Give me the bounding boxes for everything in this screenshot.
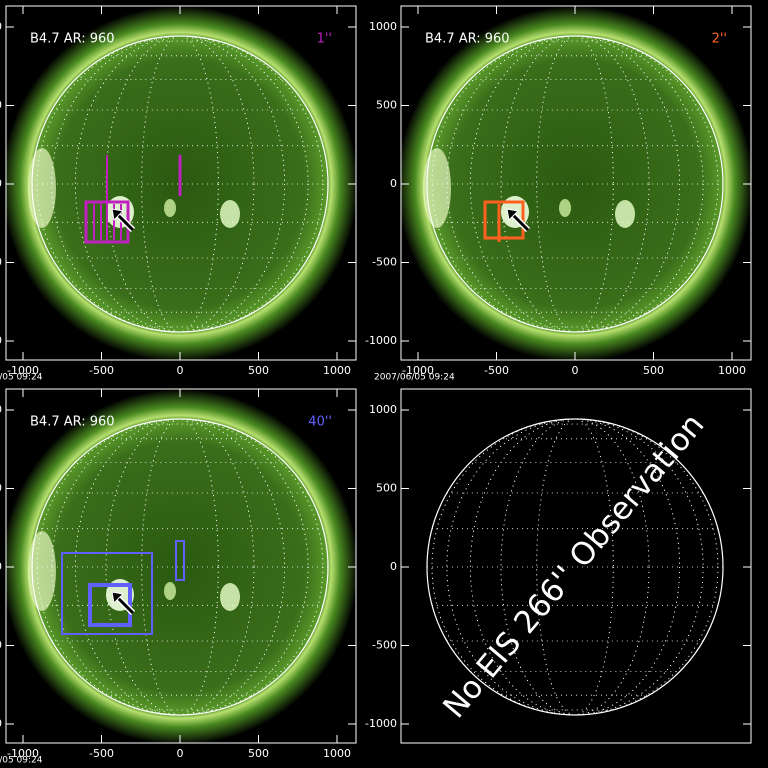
axes-frame xyxy=(400,5,752,361)
longitude-line xyxy=(431,35,719,333)
slit-width: 2'' xyxy=(712,32,727,47)
y-tick-label: -500 xyxy=(0,639,2,652)
active-region xyxy=(559,199,571,217)
longitude-line xyxy=(469,418,681,716)
longitude-line xyxy=(141,35,219,333)
x-tick-label: 500 xyxy=(248,747,269,760)
y-tick-label: -1000 xyxy=(0,717,2,730)
longitude-line xyxy=(36,418,324,716)
longitude-line xyxy=(74,35,286,333)
active-region xyxy=(220,583,240,611)
slit-box xyxy=(175,540,185,581)
longitude-line xyxy=(500,418,650,716)
axes-frame xyxy=(5,388,357,744)
y-tick-label: 1000 xyxy=(369,20,397,33)
longitude-line xyxy=(446,35,704,333)
x-tick-label: 1000 xyxy=(323,747,351,760)
panel-title: B4.7 AR: 960 xyxy=(30,415,115,430)
panel xyxy=(6,389,356,743)
axes-frame xyxy=(5,5,357,361)
longitude-line xyxy=(431,418,719,716)
longitude-line xyxy=(36,35,324,333)
x-tick-label: -500 xyxy=(89,364,114,377)
longitude-line xyxy=(51,35,309,333)
longitude-line xyxy=(446,418,704,716)
x-tick-label: -500 xyxy=(484,364,509,377)
sun-corona xyxy=(401,6,751,360)
longitude-line xyxy=(105,418,255,716)
sun-corona xyxy=(6,389,356,743)
x-tick-label: 0 xyxy=(177,747,184,760)
active-region xyxy=(220,200,240,228)
raster-box xyxy=(88,583,132,627)
y-tick-label: -500 xyxy=(372,256,397,269)
timestamp: 7/06/05 09:24 xyxy=(0,756,43,766)
longitude-line xyxy=(51,418,309,716)
x-tick-label: 500 xyxy=(643,364,664,377)
y-tick-label: 500 xyxy=(376,99,397,112)
y-tick-label: 1000 xyxy=(369,403,397,416)
pointer-arrowhead xyxy=(111,591,125,605)
y-tick-label: 500 xyxy=(0,99,2,112)
longitude-line xyxy=(536,35,614,333)
x-tick-label: 1000 xyxy=(323,364,351,377)
slit-width: 40'' xyxy=(308,415,332,430)
y-tick-label: 0 xyxy=(390,177,397,190)
timestamp: 2007/06/05 09:24 xyxy=(374,373,455,383)
limb-brightening xyxy=(423,148,451,228)
x-tick-label: 500 xyxy=(248,364,269,377)
longitude-line xyxy=(141,418,219,716)
x-tick-label: -1000 xyxy=(402,364,434,377)
x-tick-label: 1000 xyxy=(718,364,746,377)
panel xyxy=(401,6,751,360)
panel-title: B4.7 AR: 960 xyxy=(30,32,115,47)
active-region xyxy=(164,199,176,217)
active-region xyxy=(615,200,635,228)
panel-title: B4.7 AR: 960 xyxy=(425,32,510,47)
longitude-line xyxy=(469,35,681,333)
pointer-arrowhead xyxy=(111,208,125,222)
y-tick-label: 1000 xyxy=(0,20,2,33)
y-tick-label: -500 xyxy=(372,639,397,652)
y-tick-label: -1000 xyxy=(365,334,397,347)
pointer-arrowhead xyxy=(506,208,520,222)
raster-box xyxy=(483,200,525,240)
x-tick-label: -500 xyxy=(89,747,114,760)
y-tick-label: 1000 xyxy=(0,403,2,416)
longitude-line xyxy=(105,35,255,333)
limb-brightening xyxy=(28,148,56,228)
timestamp: 7/06/05 09:24 xyxy=(0,373,43,383)
y-tick-label: 0 xyxy=(0,177,2,190)
x-tick-label: -1000 xyxy=(7,747,39,760)
y-tick-label: 500 xyxy=(0,482,2,495)
x-tick-label: -1000 xyxy=(7,364,39,377)
longitude-line xyxy=(536,418,614,716)
y-tick-label: -1000 xyxy=(0,334,2,347)
panel xyxy=(426,418,724,716)
fov-box xyxy=(61,552,153,635)
limb-brightening xyxy=(28,531,56,611)
longitude-line xyxy=(500,35,650,333)
longitude-line xyxy=(74,418,286,716)
x-tick-label: 0 xyxy=(177,364,184,377)
y-tick-label: 0 xyxy=(0,560,2,573)
axes-frame xyxy=(400,388,752,744)
x-tick-label: 0 xyxy=(572,364,579,377)
y-tick-label: -500 xyxy=(0,256,2,269)
y-tick-label: 500 xyxy=(376,482,397,495)
y-tick-label: 0 xyxy=(390,560,397,573)
slit-width: 1'' xyxy=(317,32,332,47)
y-tick-label: -1000 xyxy=(365,717,397,730)
active-region xyxy=(164,582,176,600)
